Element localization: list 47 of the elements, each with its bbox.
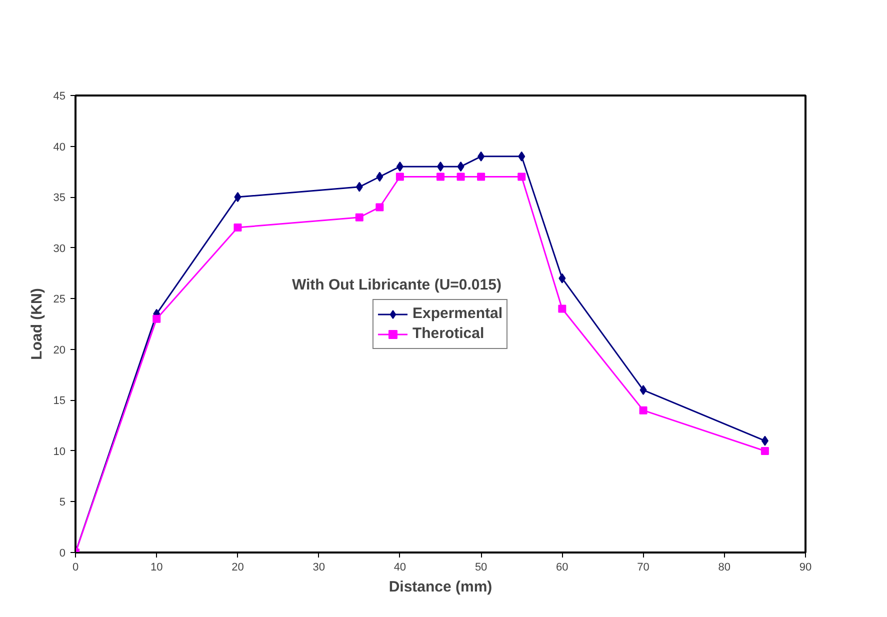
x-tick-label: 10 (150, 562, 163, 574)
point (761, 436, 768, 446)
point (376, 172, 384, 182)
x-tick-label: 60 (556, 562, 568, 574)
y-tick-label: 25 (53, 294, 66, 306)
y-axis-title: Load (KN) (28, 288, 46, 360)
point (457, 162, 464, 172)
point (436, 172, 444, 181)
point (477, 172, 486, 181)
y-tick-label: 20 (53, 344, 66, 356)
point (396, 162, 404, 172)
point (760, 446, 769, 455)
x-tick-label: 90 (799, 562, 812, 574)
y-tick-label: 10 (53, 446, 66, 458)
point (234, 192, 242, 202)
x-tick-label: 40 (394, 562, 406, 574)
y-tick-label: 35 (53, 192, 66, 204)
point (234, 224, 242, 232)
point (639, 406, 648, 414)
point (518, 172, 526, 181)
point (478, 151, 485, 162)
text: With Out Libricante (U=0.015) (292, 276, 502, 294)
point (456, 172, 465, 181)
point (518, 151, 526, 162)
point (396, 172, 404, 181)
x-tick-label: 30 (312, 562, 325, 574)
x-tick-label: 0 (72, 562, 79, 574)
y-tick-label: 15 (53, 395, 66, 408)
y-tick-label: 45 (53, 90, 66, 102)
point (376, 203, 384, 212)
y-tick-label: 5 (59, 496, 66, 509)
x-tick-label: 20 (232, 562, 244, 574)
point (558, 304, 566, 313)
y-tick-label: 0 (59, 548, 66, 560)
point (355, 213, 364, 222)
x-axis-title: Distance (mm) (388, 578, 492, 596)
legend-label: Expermental (412, 305, 503, 322)
y-tick-label: 40 (53, 141, 66, 154)
point (640, 385, 647, 396)
y-tick-label: 30 (53, 242, 66, 255)
point (558, 273, 566, 284)
legend-label: Therotical (412, 325, 484, 342)
x-tick-label: 80 (718, 562, 731, 574)
point (356, 182, 363, 192)
point (152, 314, 161, 323)
x-tick-label: 70 (637, 562, 650, 574)
x-tick-label: 50 (474, 562, 488, 574)
